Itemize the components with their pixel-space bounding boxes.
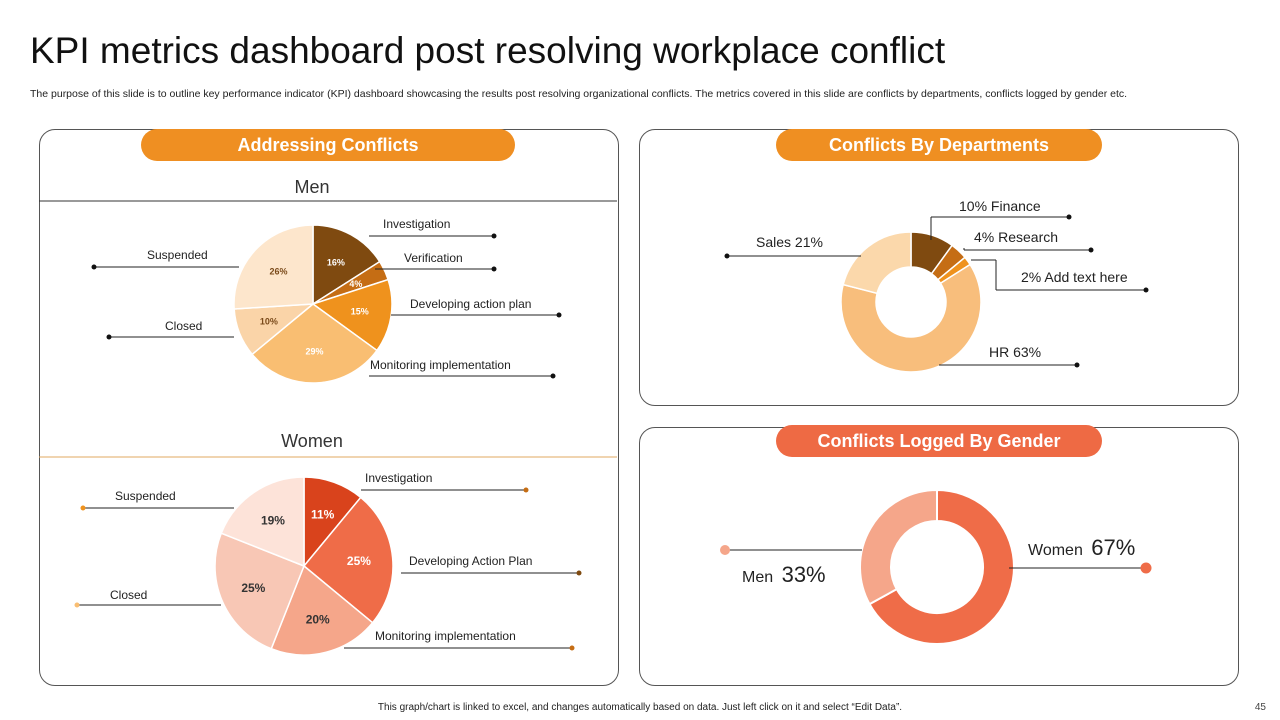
women-dot-monitoring — [569, 645, 575, 651]
women-label-monitoring: Monitoring implementation — [375, 629, 516, 643]
dept-label-sales: Sales 21% — [756, 234, 823, 250]
men-value-verification: 4% — [349, 279, 362, 289]
women-dot-suspended — [80, 505, 86, 511]
women-value-investigation: 11% — [311, 507, 335, 521]
dept-label-research: 4% Research — [974, 229, 1058, 245]
men-dot-suspended — [91, 264, 97, 270]
women-label-developing: Developing Action Plan — [409, 554, 532, 568]
addressing-conflicts-charts: Men 16% 4% 15% 29% 10% 26% Investigation Veri… — [39, 177, 617, 656]
dept-dot-research — [1088, 247, 1094, 253]
gender-chart: Men 33% Women 67% — [720, 488, 1152, 645]
women-pie-group: Women 11% 25% 20% 25% 19% Investigation Deve… — [39, 431, 617, 656]
men-dot-verification — [491, 266, 497, 272]
dept-label-addtext: 2% Add text here — [1021, 269, 1128, 285]
women-slice-developing-action-plan — [302, 496, 394, 624]
men-slice-developing-action-plan — [311, 278, 393, 352]
women-slice-suspended — [220, 476, 305, 568]
men-dot-closed — [106, 334, 112, 340]
men-label-investigation: Investigation — [383, 217, 450, 231]
gender-label-women: Women 67% — [1028, 535, 1135, 560]
gender-slice-men — [859, 488, 938, 606]
gender-dot-women — [1140, 562, 1152, 574]
gender-dot-men — [720, 545, 730, 555]
women-value-developing-action-plan: 25% — [347, 554, 371, 568]
addressing-conflicts-pill: Addressing Conflicts — [141, 129, 515, 161]
women-label-closed: Closed — [110, 588, 147, 602]
men-slice-monitoring-implementation — [251, 303, 378, 384]
men-label-suspended: Suspended — [147, 248, 208, 262]
men-label-developing: Developing action plan — [410, 297, 531, 311]
men-dot-developing — [556, 312, 562, 318]
departments-slice-hr — [840, 263, 982, 373]
gender-label-women-value: 67% — [1091, 535, 1135, 560]
women-dot-investigation — [523, 487, 529, 493]
men-value-monitoring-implementation: 29% — [305, 347, 323, 357]
departments-chart: 10% Finance 4% Research 2% Add text here… — [724, 198, 1149, 373]
women-value-monitoring-implementation: 20% — [306, 613, 330, 627]
departments-pill: Conflicts By Departments — [776, 129, 1102, 161]
women-value-closed: 25% — [241, 581, 265, 595]
men-value-closed: 10% — [260, 317, 278, 327]
page-title: KPI metrics dashboard post resolving wor… — [30, 30, 946, 71]
men-label-closed: Closed — [165, 319, 202, 333]
women-slice-closed — [214, 532, 305, 650]
dept-dot-sales — [724, 253, 730, 259]
page-number: 45 — [1254, 702, 1266, 713]
dept-dot-addtext — [1143, 287, 1149, 293]
dept-dot-finance — [1066, 214, 1072, 220]
men-slice-suspended — [233, 224, 314, 310]
women-value-suspended: 19% — [261, 514, 285, 528]
women-label-suspended: Suspended — [115, 489, 176, 503]
men-dot-investigation — [491, 233, 497, 239]
gender-slice-women — [868, 488, 1015, 645]
women-pie-title: Women — [281, 431, 343, 451]
men-slice-investigation — [312, 224, 381, 306]
gender-label-women-name: Women — [1028, 542, 1083, 559]
men-label-verification: Verification — [404, 251, 463, 265]
gender-pill: Conflicts Logged By Gender — [776, 425, 1102, 457]
women-dot-closed — [74, 602, 80, 608]
gender-label-men: Men 33% — [742, 562, 826, 587]
men-dot-monitoring — [550, 373, 556, 379]
gender-label-men-name: Men — [742, 569, 773, 586]
men-value-investigation: 16% — [327, 258, 345, 268]
women-slice-monitoring-implementation — [270, 564, 374, 656]
dept-label-hr: HR 63% — [989, 344, 1041, 360]
men-value-suspended: 26% — [269, 267, 287, 277]
women-label-investigation: Investigation — [365, 471, 432, 485]
footer-note: This graph/chart is linked to excel, and… — [377, 702, 903, 713]
gender-label-men-value: 33% — [782, 562, 826, 587]
dept-label-finance: 10% Finance — [959, 198, 1041, 214]
page-subtitle: The purpose of this slide is to outline … — [30, 88, 1128, 100]
dept-dot-hr — [1074, 362, 1080, 368]
men-pie-title: Men — [294, 177, 329, 197]
women-dot-developing — [576, 570, 582, 576]
men-value-developing-action-plan: 15% — [351, 307, 369, 317]
men-pie-group: Men 16% 4% 15% 29% 10% 26% Investigation Veri… — [39, 177, 617, 384]
men-label-monitoring: Monitoring implementation — [370, 358, 511, 372]
departments-slice-sales — [842, 231, 912, 295]
